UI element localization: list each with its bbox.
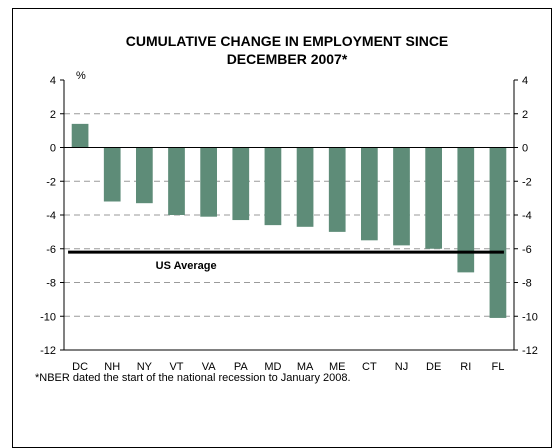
bar-ny	[136, 147, 153, 204]
employment-chart: CUMULATIVE CHANGE IN EMPLOYMENT SINCE DE…	[35, 33, 538, 384]
y-tick-label-left: -6	[46, 244, 56, 256]
y-tick-label-right: -2	[522, 176, 532, 188]
y-tick-label-right: -10	[522, 311, 538, 323]
category-label: MA	[297, 361, 314, 373]
category-label: FL	[492, 361, 505, 373]
y-tick-label-right: -8	[522, 278, 532, 290]
y-tick-label-right: 2	[522, 109, 528, 121]
category-label: ME	[329, 361, 346, 373]
y-tick-label-right: -4	[522, 210, 532, 222]
us-average-label: US Average	[156, 260, 217, 272]
category-label: CT	[362, 361, 377, 373]
category-label: NY	[137, 361, 153, 373]
category-labels: DC NH NY VT VA PA MD MA ME CT NJ DE RI FL	[72, 361, 504, 373]
category-label: RI	[460, 361, 471, 373]
bar-ma	[296, 147, 314, 227]
chart-title-line2: DECEMBER 2007*	[227, 51, 348, 67]
y-tick-label-left: -8	[46, 278, 56, 290]
category-label: NJ	[395, 361, 408, 373]
y-tick-label-left: 0	[50, 143, 56, 155]
category-label: DE	[426, 361, 441, 373]
footnote: *NBER dated the start of the national re…	[35, 372, 351, 384]
y-tick-label-right: -6	[522, 244, 532, 256]
bar-nj	[393, 147, 410, 246]
bar-ct	[361, 147, 378, 241]
y-tick-label-left: 2	[50, 109, 56, 121]
category-label: MD	[264, 361, 281, 373]
bar-de	[425, 147, 442, 249]
bar-dc	[71, 123, 89, 148]
category-label: DC	[72, 361, 88, 373]
category-label: NH	[104, 361, 120, 373]
bar-ri	[457, 147, 475, 273]
category-label: VT	[169, 361, 183, 373]
axis-ticks: 4 4 2 2 0 0 -2 -2 -4 -4 -6 -6 -8 -8 -10 -10 -12 -12	[40, 75, 538, 357]
bar-vt	[168, 147, 185, 215]
bars	[71, 123, 507, 318]
bar-pa	[232, 147, 250, 221]
category-label: VA	[202, 361, 217, 373]
bar-fl	[489, 147, 507, 318]
chart-title-line1: CUMULATIVE CHANGE IN EMPLOYMENT SINCE	[126, 33, 449, 49]
bar-md	[264, 147, 282, 226]
y-tick-label-right: 4	[522, 75, 528, 87]
y-tick-label-left: -4	[46, 210, 56, 222]
y-tick-label-left: -12	[40, 345, 56, 357]
y-tick-label-right: 0	[522, 143, 528, 155]
bar-me	[328, 147, 346, 232]
y-tick-label-left: -10	[40, 311, 56, 323]
y-tick-label-left: -2	[46, 176, 56, 188]
y-tick-label-right: -12	[522, 345, 538, 357]
y-tick-label-left: 4	[50, 75, 56, 87]
bar-nh	[103, 147, 121, 202]
bar-va	[200, 147, 217, 217]
gridlines	[64, 113, 514, 317]
y-unit-label: %	[76, 70, 86, 82]
category-label: PA	[234, 361, 249, 373]
